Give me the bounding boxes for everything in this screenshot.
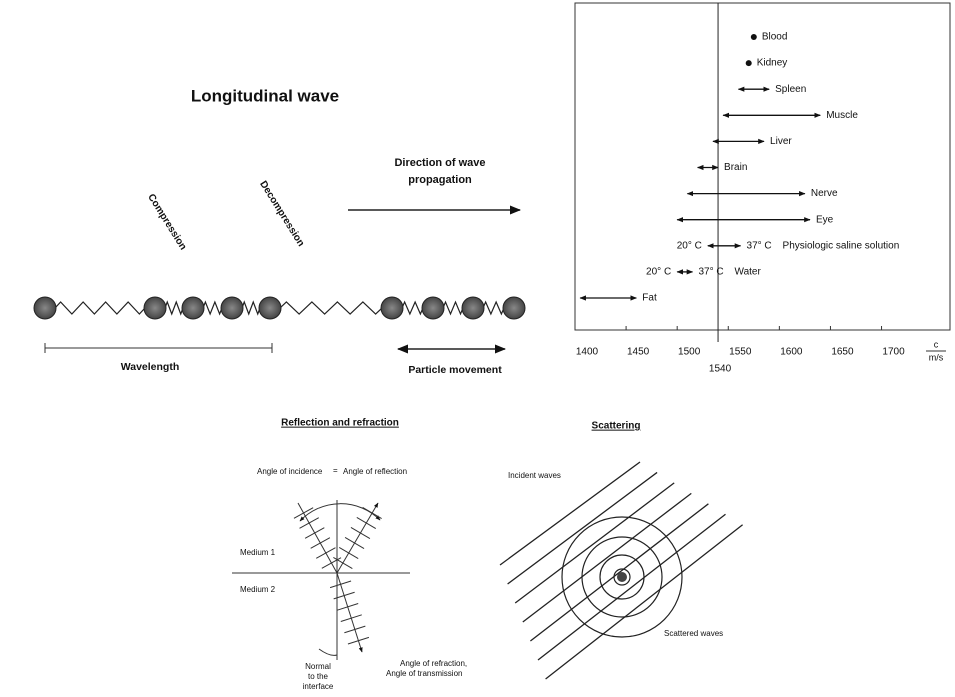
reflection-diagram: Reflection and refraction Angle of incid… bbox=[232, 418, 467, 691]
range-label: Brain bbox=[724, 162, 747, 173]
x-tick-label: 1500 bbox=[678, 347, 701, 358]
range-label: Kidney bbox=[757, 58, 788, 69]
compression-label: Compression bbox=[145, 192, 188, 252]
wavefront bbox=[357, 517, 376, 528]
particle bbox=[34, 297, 56, 319]
wavefront bbox=[351, 527, 370, 538]
figure: Longitudinal wave Compression Decompress… bbox=[0, 0, 955, 697]
wavefront bbox=[333, 557, 352, 568]
particle-label: Particle movement bbox=[408, 364, 502, 376]
range-label: Eye bbox=[816, 214, 834, 225]
incident-wave bbox=[546, 525, 743, 679]
particle bbox=[221, 297, 243, 319]
x-label: c bbox=[934, 339, 939, 349]
particle bbox=[259, 297, 281, 319]
refracted-beam bbox=[337, 573, 362, 652]
medium-1: Medium 1 bbox=[240, 548, 276, 557]
direction-label: propagation bbox=[408, 174, 472, 186]
wavefront bbox=[348, 637, 369, 644]
particle bbox=[462, 297, 484, 319]
particle-chain bbox=[34, 297, 525, 319]
spring bbox=[270, 302, 392, 314]
high-label: 37° C bbox=[699, 267, 724, 278]
incident-beam bbox=[298, 503, 337, 573]
medium-2: Medium 2 bbox=[240, 585, 276, 594]
x-tick-label: 1700 bbox=[882, 347, 905, 358]
scattering-diagram: Scattering Incident waves Scattered wave… bbox=[500, 421, 743, 679]
wavefront bbox=[339, 547, 358, 558]
wavefront bbox=[363, 507, 382, 518]
spring bbox=[45, 302, 155, 314]
range-label: Physiologic saline solution bbox=[783, 240, 900, 251]
direction-label: Direction of wave bbox=[394, 157, 485, 169]
reflection-label: Angle of reflection bbox=[343, 467, 407, 476]
point bbox=[751, 34, 757, 40]
point bbox=[746, 60, 752, 66]
incident-label: Incident waves bbox=[508, 471, 561, 480]
wavefront bbox=[330, 581, 351, 588]
wavefront bbox=[322, 558, 341, 569]
range-label: Water bbox=[735, 267, 762, 278]
decompression-label: Decompression bbox=[257, 179, 306, 248]
particle bbox=[144, 297, 166, 319]
wavefront bbox=[345, 537, 364, 548]
wavefront bbox=[344, 626, 365, 633]
range-label: Fat bbox=[642, 293, 657, 304]
angle-arc bbox=[300, 504, 380, 521]
normal-label: to the bbox=[308, 672, 329, 681]
incident-wave bbox=[523, 493, 692, 622]
particle bbox=[182, 297, 204, 319]
wavefront bbox=[305, 528, 324, 539]
x-tick-label: 1450 bbox=[627, 347, 650, 358]
wavefront bbox=[311, 538, 330, 549]
title: Reflection and refraction bbox=[281, 418, 399, 429]
speed-chart: 1400 1450 1500 1550 1600 1650 1700 1540 c m/s Bloo… bbox=[575, 3, 950, 375]
wavefront bbox=[337, 604, 358, 611]
wavefront bbox=[341, 615, 362, 622]
longitudinal-wave: Longitudinal wave Compression Decompress… bbox=[34, 86, 525, 375]
normal-label: interface bbox=[303, 682, 334, 691]
x-unit: m/s bbox=[929, 352, 944, 362]
low-label: 20° C bbox=[677, 240, 702, 251]
refraction-label: Angle of transmission bbox=[386, 669, 462, 678]
x-tick-label: 1650 bbox=[831, 347, 854, 358]
x-tick-label: 1550 bbox=[729, 347, 752, 358]
incident-wave bbox=[508, 472, 657, 584]
range-label: Nerve bbox=[811, 188, 838, 199]
particle bbox=[422, 297, 444, 319]
low-label: 20° C bbox=[646, 267, 671, 278]
wavefront bbox=[294, 508, 313, 519]
refraction-arc bbox=[319, 649, 337, 655]
high-label: 37° C bbox=[747, 240, 772, 251]
title: Scattering bbox=[592, 421, 641, 432]
scatter-waves bbox=[500, 462, 743, 679]
incident-wave bbox=[538, 514, 726, 660]
particle bbox=[381, 297, 403, 319]
incidence-label: Angle of incidence bbox=[257, 467, 323, 476]
page: {"longitudinal_wave": {"title": "Longitu… bbox=[0, 0, 955, 697]
wavefront bbox=[316, 548, 335, 559]
scattered-label: Scattered waves bbox=[664, 629, 723, 638]
range-label: Liver bbox=[770, 136, 792, 147]
scatterer bbox=[617, 572, 627, 582]
range-label: Muscle bbox=[826, 110, 858, 121]
particle bbox=[503, 297, 525, 319]
wavelength-label: Wavelength bbox=[121, 361, 180, 373]
title: Longitudinal wave bbox=[191, 86, 339, 105]
range-label: Spleen bbox=[775, 84, 806, 95]
refraction-label: Angle of refraction, bbox=[400, 659, 467, 668]
x-tick-label: 1400 bbox=[576, 347, 599, 358]
reference-label: 1540 bbox=[709, 364, 732, 375]
range-label: Blood bbox=[762, 32, 788, 43]
incident-wave bbox=[515, 483, 674, 603]
x-tick-label: 1600 bbox=[780, 347, 803, 358]
chart-frame bbox=[575, 3, 950, 330]
normal-label: Normal bbox=[305, 662, 331, 671]
equals-sign: = bbox=[333, 466, 338, 475]
